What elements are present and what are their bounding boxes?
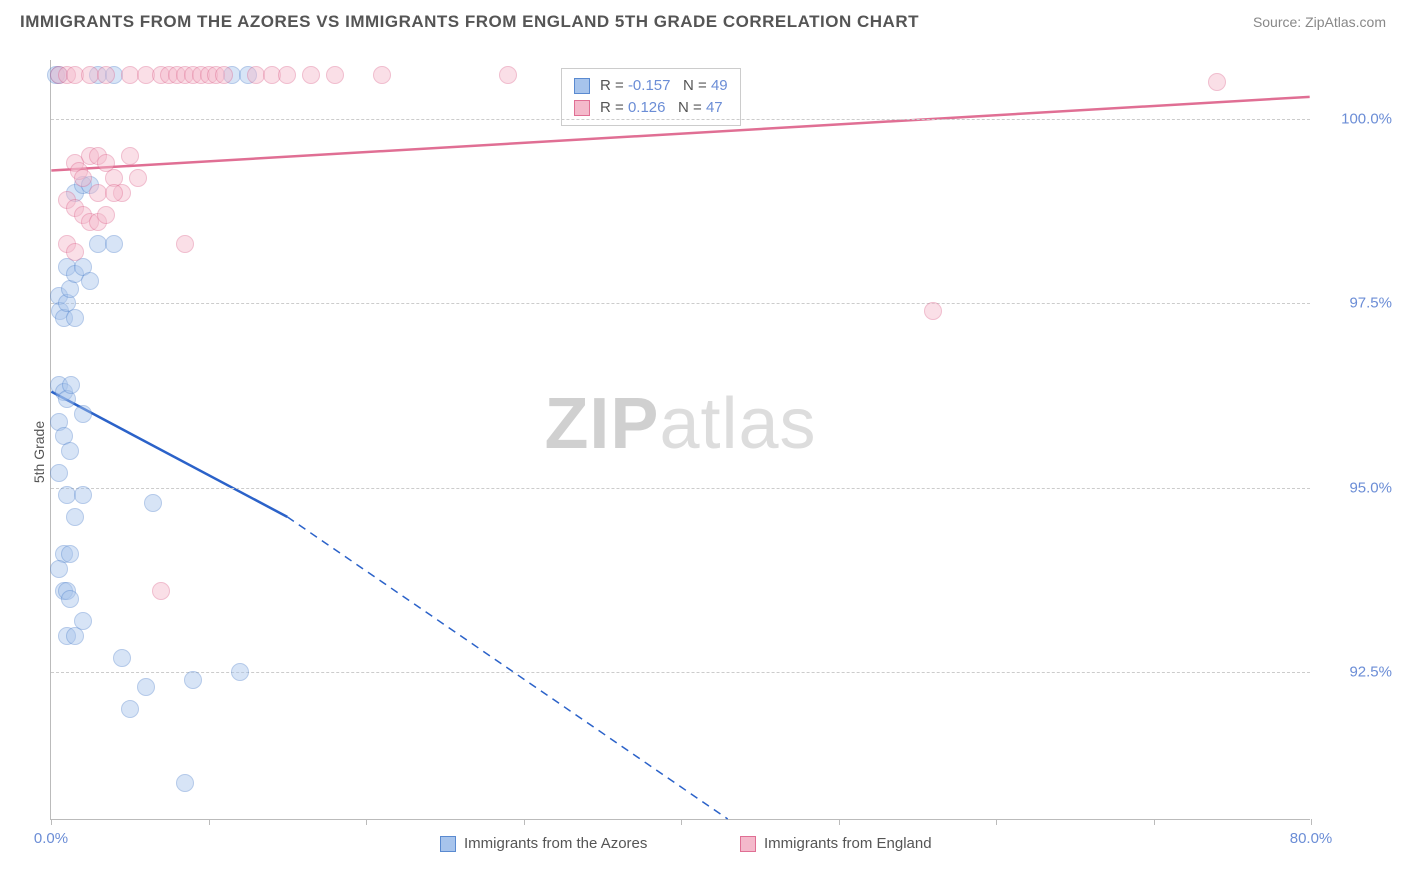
scatter-point	[121, 147, 139, 165]
stats-text: R = 0.126 N = 47	[600, 97, 723, 119]
chart-title: IMMIGRANTS FROM THE AZORES VS IMMIGRANTS…	[20, 12, 919, 32]
legend-label: Immigrants from England	[764, 835, 932, 852]
x-tick	[51, 819, 52, 825]
y-tick-label: 97.5%	[1322, 295, 1392, 312]
scatter-point	[278, 66, 296, 84]
scatter-point	[74, 405, 92, 423]
grid-line	[51, 303, 1310, 304]
x-tick	[839, 819, 840, 825]
scatter-point	[152, 582, 170, 600]
scatter-point	[129, 169, 147, 187]
scatter-point	[50, 560, 68, 578]
swatch-icon	[740, 836, 756, 852]
scatter-point	[215, 66, 233, 84]
swatch-icon	[574, 100, 590, 116]
scatter-point	[184, 671, 202, 689]
scatter-point	[97, 206, 115, 224]
x-tick	[366, 819, 367, 825]
watermark-atlas: atlas	[659, 384, 816, 464]
chart-wrapper: 5th Grade ZIPatlas R = -0.157 N = 49R = …	[0, 42, 1406, 862]
watermark: ZIPatlas	[544, 383, 816, 465]
scatter-point	[66, 243, 84, 261]
scatter-point	[373, 66, 391, 84]
x-tick-label: 80.0%	[1290, 830, 1333, 847]
scatter-point	[74, 486, 92, 504]
x-tick-label: 0.0%	[34, 830, 68, 847]
x-tick	[1154, 819, 1155, 825]
scatter-point	[66, 309, 84, 327]
watermark-zip: ZIP	[544, 384, 659, 464]
swatch-icon	[574, 78, 590, 94]
scatter-point	[97, 66, 115, 84]
scatter-point	[61, 442, 79, 460]
scatter-point	[105, 235, 123, 253]
scatter-point	[1208, 73, 1226, 91]
trend-lines	[51, 60, 1310, 819]
x-tick	[1311, 819, 1312, 825]
scatter-point	[50, 464, 68, 482]
scatter-point	[144, 494, 162, 512]
bottom-legend-item-azores: Immigrants from the Azores	[440, 835, 647, 852]
swatch-icon	[440, 836, 456, 852]
bottom-legend-item-england: Immigrants from England	[740, 835, 932, 852]
scatter-point	[105, 184, 123, 202]
scatter-point	[62, 376, 80, 394]
stats-legend-box: R = -0.157 N = 49R = 0.126 N = 47	[561, 68, 741, 126]
scatter-point	[176, 774, 194, 792]
x-tick	[996, 819, 997, 825]
scatter-point	[231, 663, 249, 681]
x-tick	[524, 819, 525, 825]
scatter-point	[137, 678, 155, 696]
y-axis-label: 5th Grade	[31, 421, 47, 483]
grid-line	[51, 119, 1310, 120]
y-tick-label: 100.0%	[1322, 111, 1392, 128]
scatter-point	[61, 590, 79, 608]
source-label: Source:	[1253, 14, 1305, 30]
scatter-point	[74, 612, 92, 630]
scatter-point	[66, 508, 84, 526]
stats-legend-row: R = 0.126 N = 47	[574, 97, 728, 119]
x-tick	[681, 819, 682, 825]
scatter-point	[81, 272, 99, 290]
scatter-point	[326, 66, 344, 84]
scatter-point	[113, 649, 131, 667]
scatter-point	[121, 700, 139, 718]
grid-line	[51, 488, 1310, 489]
scatter-point	[302, 66, 320, 84]
scatter-point	[74, 169, 92, 187]
plot-area: ZIPatlas R = -0.157 N = 49R = 0.126 N = …	[50, 60, 1310, 820]
source-link[interactable]: ZipAtlas.com	[1305, 14, 1386, 30]
scatter-point	[924, 302, 942, 320]
chart-header: IMMIGRANTS FROM THE AZORES VS IMMIGRANTS…	[0, 0, 1406, 40]
x-tick	[209, 819, 210, 825]
stats-legend-row: R = -0.157 N = 49	[574, 75, 728, 97]
scatter-point	[499, 66, 517, 84]
legend-label: Immigrants from the Azores	[464, 835, 647, 852]
y-tick-label: 95.0%	[1322, 479, 1392, 496]
scatter-point	[176, 235, 194, 253]
y-tick-label: 92.5%	[1322, 664, 1392, 681]
stats-text: R = -0.157 N = 49	[600, 75, 728, 97]
chart-source: Source: ZipAtlas.com	[1253, 14, 1386, 30]
